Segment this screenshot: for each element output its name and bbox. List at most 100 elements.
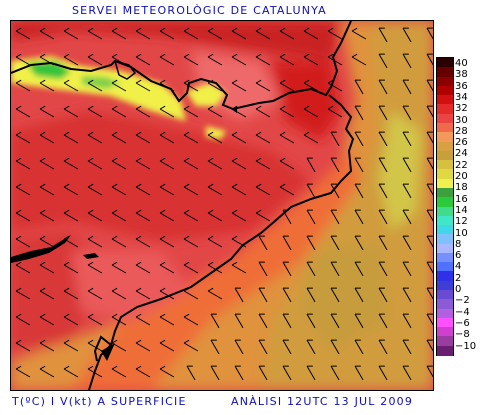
wind-barb bbox=[306, 339, 316, 355]
wind-barb bbox=[210, 313, 220, 329]
wind-barb bbox=[183, 79, 199, 92]
legend-swatch bbox=[437, 299, 453, 310]
wind-barb bbox=[135, 261, 151, 274]
wind-barb bbox=[39, 105, 55, 118]
wind-barb bbox=[63, 313, 79, 326]
wind-barb bbox=[63, 157, 79, 170]
wind-barb bbox=[303, 131, 319, 144]
wind-barb bbox=[378, 287, 388, 303]
wind-barb bbox=[426, 105, 433, 121]
wind-barb bbox=[159, 131, 175, 144]
wind-barb bbox=[402, 131, 412, 147]
wind-barb bbox=[378, 183, 388, 199]
wind-barb bbox=[63, 339, 79, 352]
wind-barb bbox=[210, 365, 220, 381]
legend-label: 0 bbox=[455, 284, 462, 295]
wind-barb bbox=[159, 53, 175, 66]
wind-barb bbox=[255, 183, 271, 196]
wind-barb bbox=[402, 365, 412, 381]
wind-barb bbox=[207, 157, 223, 170]
wind-barb bbox=[207, 53, 223, 66]
wind-barb bbox=[87, 235, 103, 248]
wind-barb bbox=[15, 287, 31, 300]
wind-barb bbox=[207, 105, 223, 118]
wind-barb bbox=[87, 339, 103, 352]
wind-barb bbox=[87, 27, 103, 40]
wind-barb bbox=[378, 209, 388, 225]
legend-swatch bbox=[437, 104, 453, 115]
legend-label: −2 bbox=[455, 295, 470, 307]
wind-barb bbox=[87, 105, 103, 118]
wind-barb bbox=[402, 79, 412, 95]
wind-barb bbox=[354, 105, 364, 121]
wind-barb bbox=[282, 365, 292, 381]
legend-swatch bbox=[437, 234, 453, 245]
legend-swatch bbox=[437, 85, 453, 96]
wind-barb bbox=[402, 313, 412, 329]
wind-barb bbox=[207, 79, 223, 92]
wind-barb bbox=[279, 27, 295, 40]
wind-barb bbox=[378, 365, 388, 381]
wind-barb bbox=[159, 313, 175, 326]
wind-barb bbox=[378, 79, 388, 95]
legend-swatch bbox=[437, 308, 453, 319]
wind-barb bbox=[39, 365, 55, 378]
wind-barb bbox=[15, 209, 31, 222]
legend-swatch bbox=[437, 243, 453, 254]
wind-barb bbox=[378, 53, 388, 69]
legend-label: 8 bbox=[455, 238, 462, 250]
wind-barb bbox=[402, 261, 412, 277]
wind-barb bbox=[111, 287, 127, 300]
wind-barb bbox=[282, 235, 292, 251]
legend-label: −4 bbox=[455, 306, 470, 318]
wind-barb bbox=[63, 183, 79, 196]
wind-barb bbox=[111, 79, 127, 92]
wind-barb bbox=[159, 105, 175, 118]
wind-barb bbox=[183, 313, 199, 326]
wind-barb bbox=[87, 131, 103, 144]
wind-barb bbox=[87, 183, 103, 196]
wind-barb bbox=[39, 209, 55, 222]
wind-barb bbox=[258, 365, 268, 381]
wind-barb bbox=[303, 79, 319, 92]
wind-barb bbox=[63, 261, 79, 274]
wind-barb bbox=[426, 365, 433, 381]
wind-barb bbox=[111, 27, 127, 40]
wind-barb bbox=[426, 157, 433, 173]
wind-barb bbox=[255, 157, 271, 170]
legend-label: 16 bbox=[455, 193, 468, 205]
legend-swatch bbox=[437, 345, 453, 356]
wind-barb bbox=[330, 339, 340, 355]
legend-label: 2 bbox=[455, 272, 462, 284]
wind-barb bbox=[135, 131, 151, 144]
legend-swatch bbox=[437, 58, 453, 68]
wind-barb bbox=[207, 261, 223, 274]
legend-label: 32 bbox=[455, 103, 468, 115]
wind-barb bbox=[354, 131, 364, 147]
wind-barb bbox=[330, 261, 340, 277]
legend-swatch bbox=[437, 271, 453, 282]
legend-label: 18 bbox=[455, 182, 468, 194]
wind-barb bbox=[426, 27, 433, 43]
wind-barb bbox=[39, 287, 55, 300]
wind-barb bbox=[87, 79, 103, 92]
wind-barb bbox=[234, 339, 244, 355]
legend-label: 28 bbox=[455, 125, 468, 137]
wind-barb bbox=[258, 261, 268, 277]
legend-swatch bbox=[437, 280, 453, 291]
wind-barb bbox=[111, 365, 127, 378]
wind-barb bbox=[159, 339, 175, 352]
wind-barb bbox=[135, 53, 151, 66]
wind-barb bbox=[39, 339, 55, 352]
wind-barb bbox=[15, 365, 31, 378]
wind-barb bbox=[303, 53, 319, 66]
wind-barb bbox=[306, 209, 316, 225]
catalonia-border-outline bbox=[11, 21, 355, 390]
legend-label: 22 bbox=[455, 159, 468, 171]
wind-barb bbox=[279, 183, 295, 196]
wind-barb bbox=[87, 261, 103, 274]
wind-barb bbox=[87, 313, 103, 326]
wind-barb bbox=[159, 261, 175, 274]
wind-barb bbox=[63, 235, 79, 248]
